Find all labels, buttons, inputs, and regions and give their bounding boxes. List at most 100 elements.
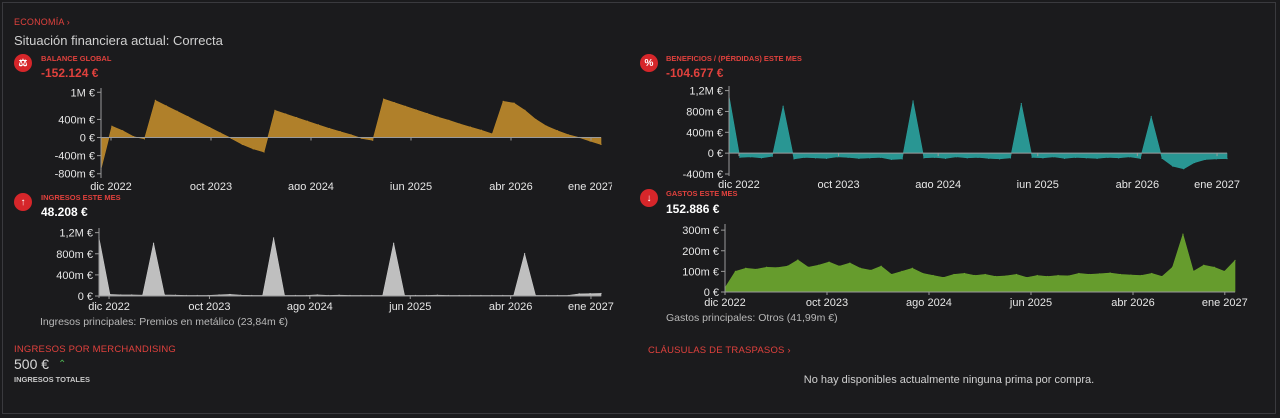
expenses-x-tick-label: ago 2024	[906, 297, 952, 309]
income-y-tick-label: 800m €	[56, 249, 93, 261]
expenses-point	[828, 261, 830, 263]
expenses-point	[1036, 274, 1038, 277]
expenses-point	[922, 272, 924, 275]
income-point	[316, 294, 318, 296]
profits-point	[1118, 157, 1120, 159]
income-main-caption: Ingresos principales: Premios en metálic…	[40, 316, 289, 328]
balance-point	[274, 109, 276, 111]
income-x-tick-label: abr 2026	[489, 301, 532, 313]
balance-y-tick-label: 0 €	[80, 133, 95, 145]
balance-point	[491, 133, 493, 135]
merchandising-link[interactable]: INGRESOS POR MERCHANDISING	[14, 344, 176, 355]
balance-x-tick-label: ago 2024	[288, 181, 334, 190]
profits-x-tick-label: ene 2027	[1194, 179, 1240, 188]
balance-point	[448, 119, 450, 121]
balance-point	[176, 110, 178, 112]
balance-point	[198, 121, 200, 123]
expenses-x-tick-label: dic 2022	[704, 297, 746, 309]
income-point	[524, 253, 526, 255]
profits-point	[825, 157, 828, 159]
profits-point	[1053, 156, 1055, 158]
profits-point	[1064, 157, 1066, 159]
balance-point	[589, 140, 591, 142]
expenses-point	[1140, 274, 1142, 277]
balance-x-tick-label: oct 2023	[190, 181, 232, 190]
profits-y-tick-label: 1,2M €	[689, 86, 723, 98]
income-point	[218, 294, 220, 296]
income-x-tick-label: jun 2025	[388, 301, 431, 313]
transfer-clauses-link[interactable]: CLÁUSULAS DE TRASPASOS ›	[648, 345, 791, 356]
expenses-point	[849, 262, 851, 264]
balance-point	[502, 100, 504, 102]
expenses-point	[942, 276, 945, 279]
balance-point	[122, 130, 124, 132]
balance-point	[154, 99, 156, 102]
profits-point	[912, 100, 914, 102]
balance-x-tick-label: abr 2026	[489, 181, 532, 190]
balance-value: -152.124 €	[41, 66, 99, 80]
profits-point	[1128, 156, 1131, 158]
profits-point	[771, 155, 773, 157]
expenses-x-tick-label: jun 2025	[1009, 297, 1052, 309]
merchandising-value: 500 €	[14, 356, 50, 372]
expenses-point	[1015, 273, 1018, 276]
profits-point	[1085, 157, 1087, 159]
profits-point	[944, 157, 947, 159]
balance-point	[111, 125, 113, 127]
arrow-up-icon: ↑	[14, 193, 32, 211]
expenses-point	[1182, 233, 1184, 235]
expenses-point	[1192, 270, 1194, 272]
balance-area	[100, 98, 602, 170]
income-x-tick-label: ago 2024	[287, 301, 333, 313]
merchandising-total-label: INGRESOS TOTALES	[14, 375, 90, 384]
income-point	[109, 293, 111, 296]
balance-point	[252, 148, 254, 150]
balance-point	[165, 105, 167, 107]
expenses-point	[1005, 275, 1007, 277]
profits-point	[739, 156, 741, 158]
transfer-clauses-empty-message: No hay disponibles actualmente ninguna p…	[803, 374, 1095, 386]
economy-link[interactable]: ECONOMÍA ›	[14, 17, 71, 27]
expenses-point	[1161, 275, 1163, 278]
income-y-tick-label: 400m €	[56, 270, 93, 282]
profits-x-tick-label: dic 2022	[718, 179, 760, 188]
profits-point	[804, 156, 806, 158]
expenses-y-tick-label: 100m €	[682, 266, 719, 278]
balance-point	[437, 116, 439, 118]
profits-point	[1183, 168, 1185, 170]
balance-point	[285, 113, 287, 115]
expenses-point	[932, 274, 934, 277]
expenses-label: GASTOS ESTE MES	[666, 189, 738, 198]
expenses-area	[724, 233, 1236, 293]
balance-point	[328, 127, 330, 130]
balance-y-tick-label: -400m €	[55, 151, 95, 163]
income-point	[152, 242, 155, 244]
profits-point	[1161, 157, 1163, 159]
balance-point	[535, 118, 537, 121]
balance-y-tick-label: -800m €	[55, 169, 95, 181]
expenses-point	[797, 259, 799, 261]
expenses-point	[1067, 275, 1070, 277]
balance-y-tick-label: 1M €	[71, 87, 95, 99]
balance-point	[372, 139, 374, 141]
expenses-point	[963, 272, 965, 275]
balance-point	[187, 116, 189, 118]
balance-point	[241, 143, 243, 145]
profits-point	[1172, 165, 1174, 167]
expenses-point	[974, 274, 976, 277]
balance-point	[480, 129, 483, 131]
balance-point	[350, 134, 352, 136]
income-point	[393, 242, 395, 244]
income-point	[589, 293, 591, 295]
expenses-value: 152.886 €	[666, 202, 720, 216]
income-point	[273, 237, 275, 239]
balance-point	[361, 137, 363, 140]
percent-icon: %	[640, 54, 658, 72]
balance-point	[133, 136, 135, 138]
expenses-point	[807, 266, 809, 268]
expenses-point	[911, 267, 913, 269]
income-x-tick-label: oct 2023	[188, 301, 230, 313]
expenses-point	[1203, 264, 1205, 266]
profits-point	[955, 156, 957, 158]
